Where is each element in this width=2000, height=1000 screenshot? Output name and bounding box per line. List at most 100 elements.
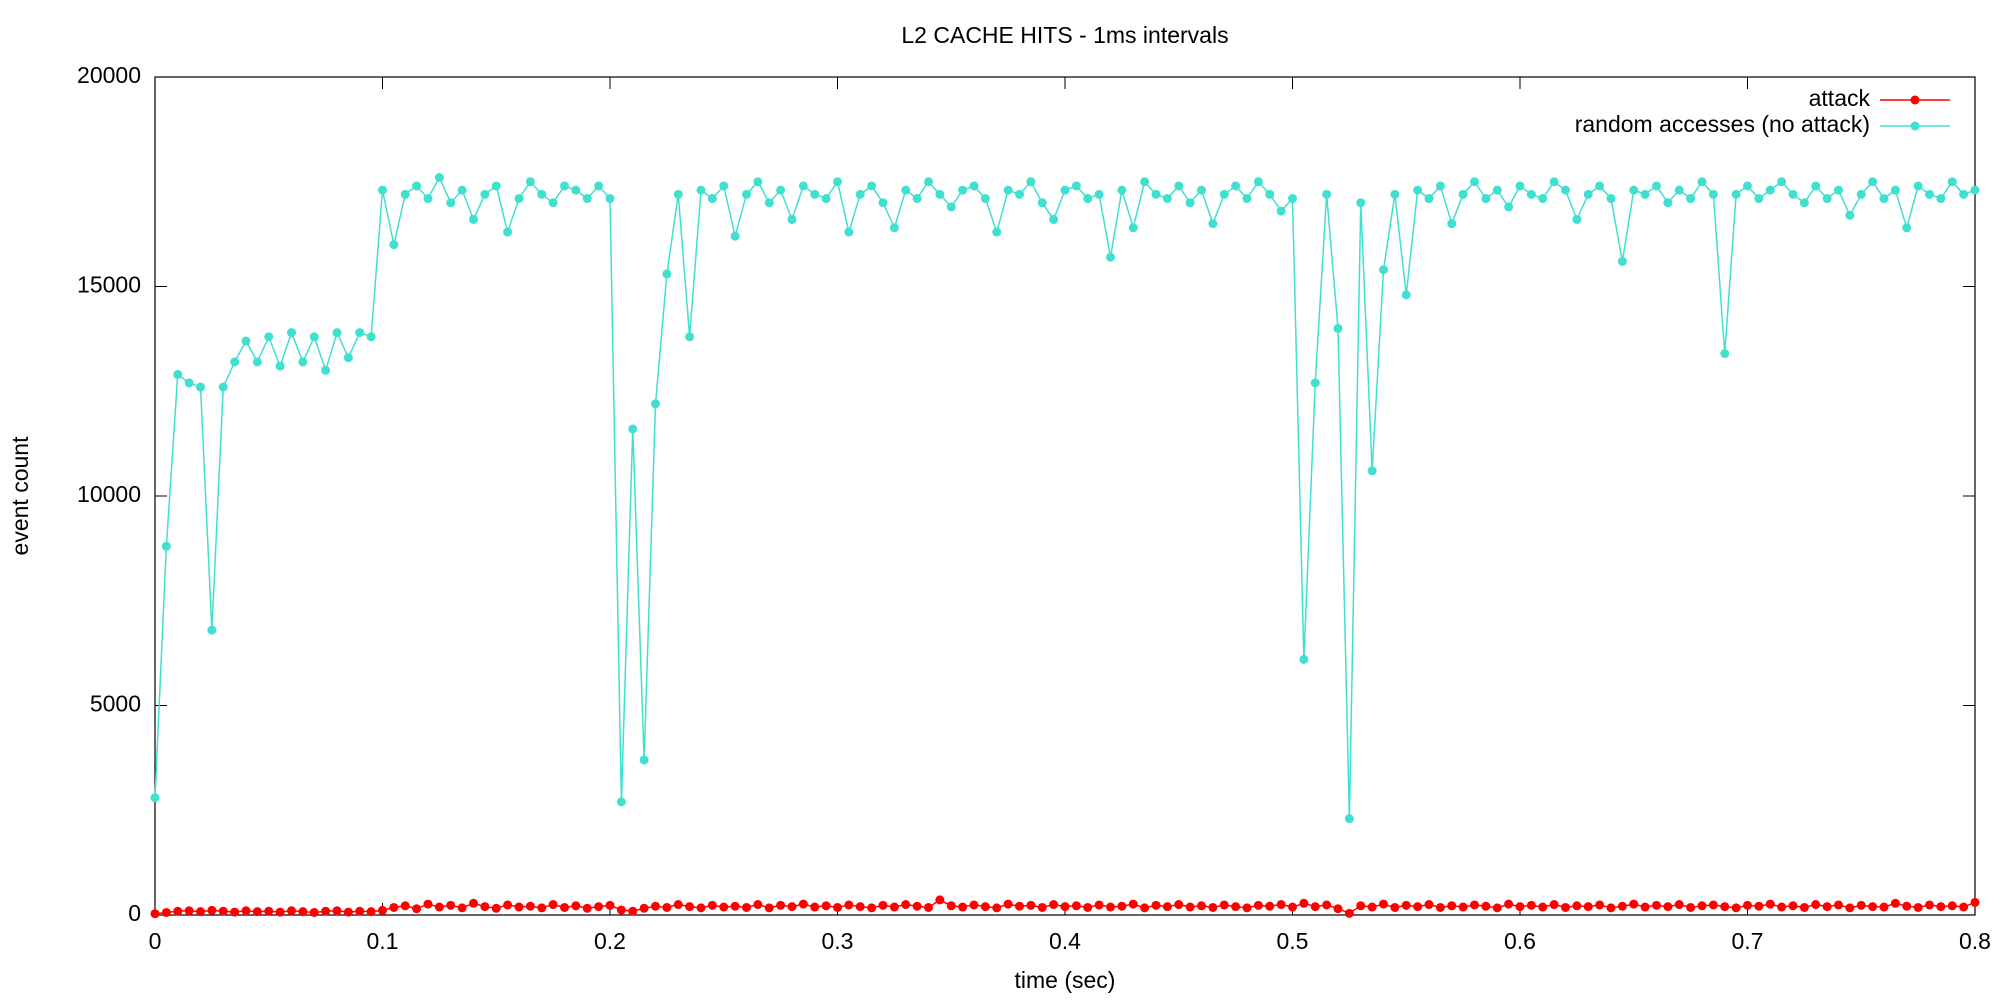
- data-point: [230, 907, 240, 917]
- data-point: [730, 901, 740, 911]
- data-point: [1856, 189, 1866, 199]
- data-point: [958, 902, 968, 912]
- data-point: [491, 181, 501, 191]
- data-point: [525, 901, 535, 911]
- data-point: [298, 907, 308, 917]
- data-point: [1208, 902, 1218, 912]
- data-point: [1652, 181, 1661, 191]
- data-point: [821, 194, 831, 204]
- data-point: [1788, 189, 1798, 199]
- data-point: [434, 173, 444, 183]
- data-point: [1913, 902, 1923, 912]
- data-point: [1083, 902, 1093, 912]
- data-point: [1083, 194, 1093, 204]
- data-point: [651, 901, 660, 911]
- data-point: [1629, 899, 1639, 909]
- data-point: [1026, 177, 1036, 187]
- data-point: [1925, 189, 1934, 199]
- data-point: [1060, 902, 1070, 912]
- data-point: [889, 223, 899, 233]
- data-point: [1902, 223, 1912, 233]
- data-point: [480, 902, 490, 912]
- data-point: [1106, 902, 1115, 912]
- data-point: [1811, 181, 1821, 191]
- data-point: [776, 900, 786, 910]
- data-point: [935, 895, 945, 905]
- data-point: [218, 906, 228, 916]
- data-point: [1322, 189, 1332, 199]
- data-point: [1492, 185, 1502, 195]
- data-point: [389, 902, 399, 912]
- data-point: [1333, 323, 1343, 333]
- data-point: [1731, 903, 1741, 913]
- data-point: [844, 900, 854, 910]
- data-point: [855, 189, 865, 199]
- data-point: [343, 907, 353, 917]
- data-point: [298, 357, 308, 367]
- data-point: [764, 198, 774, 208]
- data-point: [1117, 901, 1127, 911]
- data-point: [719, 181, 729, 191]
- data-point: [1390, 902, 1400, 912]
- data-point: [1140, 903, 1150, 913]
- legend-marker: [1910, 95, 1920, 105]
- data-point: [662, 902, 672, 912]
- data-point: [605, 900, 615, 910]
- data-point: [924, 902, 933, 912]
- y-tick-label: 0: [128, 900, 141, 926]
- x-tick-label: 0: [149, 928, 162, 954]
- data-point: [1834, 185, 1843, 195]
- data-point: [207, 905, 217, 915]
- y-tick-label: 5000: [90, 691, 141, 717]
- data-point: [469, 214, 478, 224]
- data-point: [1231, 181, 1241, 191]
- data-point: [1549, 177, 1559, 187]
- data-point: [378, 185, 387, 195]
- data-point: [1743, 900, 1752, 910]
- data-point: [707, 900, 717, 910]
- data-point: [1310, 902, 1320, 912]
- data-point: [1333, 904, 1343, 914]
- data-point: [992, 227, 1002, 237]
- data-point: [1526, 189, 1536, 199]
- data-point: [1708, 900, 1718, 910]
- data-point: [1879, 194, 1889, 204]
- data-point: [1174, 181, 1184, 191]
- data-point: [1037, 198, 1047, 208]
- x-tick-label: 0.7: [1732, 928, 1764, 954]
- data-point: [1140, 177, 1150, 187]
- data-point: [594, 181, 604, 191]
- data-point: [1606, 903, 1616, 913]
- data-point: [1356, 901, 1366, 911]
- data-point: [1299, 654, 1309, 664]
- data-point: [321, 906, 331, 916]
- data-point: [1310, 378, 1320, 388]
- y-axis-label: event count: [7, 436, 33, 556]
- data-point: [1481, 194, 1491, 204]
- data-point: [1788, 901, 1798, 911]
- data-point: [1492, 903, 1502, 913]
- data-point: [355, 906, 365, 916]
- data-point: [1879, 902, 1889, 912]
- data-point: [1015, 189, 1024, 199]
- data-point: [946, 901, 956, 911]
- data-point: [798, 181, 808, 191]
- data-point: [1185, 198, 1195, 208]
- data-point: [992, 903, 1002, 913]
- data-point: [798, 899, 808, 909]
- data-point: [628, 906, 638, 916]
- chart-title: L2 CACHE HITS - 1ms intervals: [901, 22, 1228, 48]
- data-point: [548, 900, 558, 910]
- data-point: [1845, 903, 1855, 913]
- data-point: [1959, 189, 1969, 199]
- data-point: [810, 189, 820, 199]
- data-point: [1708, 189, 1718, 199]
- data-point: [1288, 194, 1297, 204]
- data-point: [1561, 902, 1570, 912]
- data-point: [1197, 185, 1206, 195]
- data-point: [469, 898, 478, 908]
- series-line: [154, 175, 1976, 819]
- data-point: [321, 365, 331, 375]
- data-point: [1162, 902, 1172, 912]
- data-point: [1822, 902, 1832, 912]
